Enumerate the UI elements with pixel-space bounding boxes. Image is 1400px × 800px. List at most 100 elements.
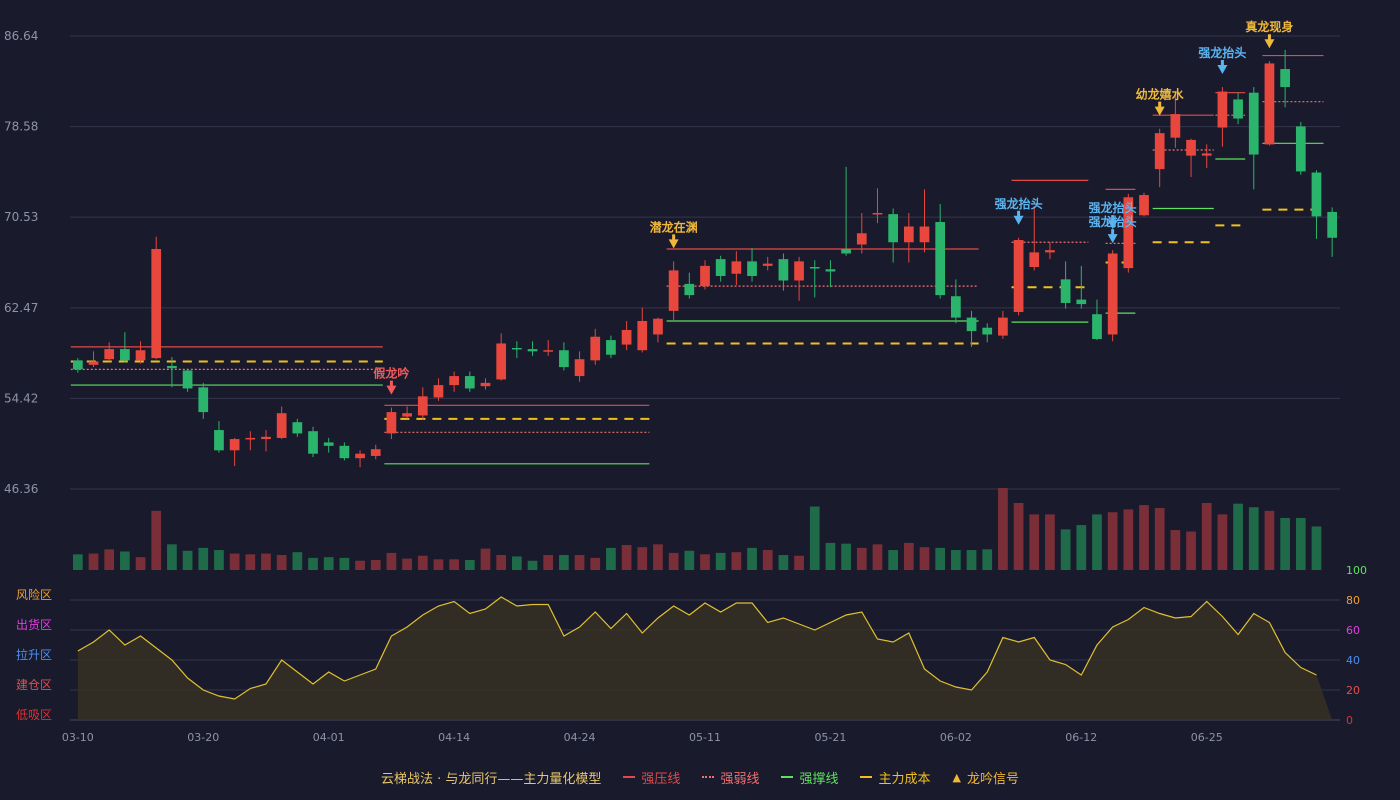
candle-body (417, 396, 428, 416)
candle-body (182, 370, 193, 389)
candle-body (449, 376, 459, 386)
candle-body (1092, 314, 1102, 339)
signal-arrow (1107, 215, 1118, 230)
candle-body (1076, 299, 1087, 305)
volume-bar (621, 545, 632, 570)
volume-bar (135, 557, 146, 570)
candle-body (229, 439, 240, 451)
legend-item-weak[interactable]: 强弱线 (702, 768, 759, 787)
y-tick-label: 46.36 (4, 482, 38, 496)
candle-body (966, 317, 977, 332)
volume-bar (762, 550, 773, 570)
candle-body (841, 249, 851, 254)
volume-bar (167, 544, 177, 570)
volume-bar (747, 547, 757, 570)
osc-tick-label: 40 (1346, 654, 1360, 667)
signal-label: 真龙现身 (1245, 19, 1293, 34)
volume-bar (1233, 503, 1243, 570)
volume-bar (982, 549, 993, 570)
legend-item-pressure[interactable]: 强压线 (623, 768, 680, 787)
volume-bar (449, 559, 459, 570)
candle-body (637, 320, 648, 351)
candle-body (715, 259, 726, 276)
volume-bar (825, 542, 836, 570)
volume-bar (1029, 514, 1040, 570)
volume-bar (1076, 525, 1087, 570)
volume-bar (998, 488, 1008, 570)
volume-bar (1280, 517, 1290, 570)
x-tick-label: 04-14 (438, 731, 470, 744)
date-axis: 03-10 03-20 04-01 04-14 04-24 05-11 05-21 06-02… (62, 731, 1223, 744)
volume-bar (370, 560, 381, 570)
candle-body (1139, 195, 1149, 216)
y-tick-label: 78.58 (4, 120, 38, 134)
volume-bar (715, 552, 726, 570)
candle-body (1264, 63, 1275, 145)
legend-support-label: 强撑线 (799, 771, 839, 787)
signal-arrow (1107, 229, 1118, 244)
x-tick-label: 06-12 (1065, 731, 1097, 744)
volume-bar (214, 550, 224, 570)
osc-tick-label: 20 (1346, 684, 1360, 697)
volume-bar (198, 547, 209, 570)
volume-bar (1264, 510, 1275, 570)
volume-bar (1311, 526, 1322, 570)
x-tick-label: 04-24 (564, 731, 596, 744)
signal-label: 幼龙嬉水 (1136, 87, 1185, 102)
volume-bar (1217, 514, 1228, 570)
volume-bar (841, 543, 851, 570)
volume-bar (323, 557, 334, 570)
volume-bars (72, 488, 1322, 570)
candle-body (104, 349, 115, 360)
candle-body (1123, 197, 1134, 269)
oscillator-area (77, 597, 1333, 720)
volume-bar (417, 555, 428, 570)
volume-bar (1045, 514, 1055, 570)
volume-bar (1123, 509, 1134, 570)
volume-bar (794, 555, 804, 570)
candle-body (464, 376, 475, 389)
signal-label: 潜龙在渊 (650, 219, 698, 234)
candle-body (903, 226, 914, 243)
volume-bar (951, 550, 961, 570)
osc-tick-label: 80 (1346, 594, 1360, 607)
candle-body (276, 413, 287, 438)
volume-bar (527, 560, 538, 570)
volume-bar (104, 549, 115, 570)
volume-bar (1201, 502, 1212, 570)
y-tick-label: 86.64 (4, 29, 38, 43)
volume-bar (1092, 514, 1102, 570)
volume-bar (856, 547, 867, 570)
candle-body (574, 359, 585, 377)
candle-body (1154, 133, 1165, 170)
y-tick-label: 54.42 (4, 391, 38, 405)
candle-body (308, 431, 318, 454)
volume-bar (433, 559, 444, 570)
volume-bar (574, 555, 585, 570)
volume-bar (292, 552, 303, 570)
volume-bar (1139, 505, 1149, 570)
candle-body (433, 385, 444, 398)
candle-body (1217, 91, 1228, 128)
volume-bar (1170, 530, 1181, 570)
support-line-icon (781, 776, 794, 778)
legend-item-cost[interactable]: 主力成本 (860, 768, 930, 787)
y-tick-label: 70.53 (4, 210, 38, 224)
volume-bar (559, 555, 569, 570)
candle-body (888, 214, 899, 243)
candle-body (778, 259, 789, 281)
x-tick-label: 03-20 (187, 731, 219, 744)
candle-body (135, 350, 146, 361)
candle-body (1045, 250, 1055, 253)
candle-body (1327, 211, 1338, 238)
signal-arrow (668, 234, 679, 249)
volume-bar (402, 558, 412, 570)
volume-bar (355, 560, 365, 570)
legend-item-support[interactable]: 强撑线 (781, 768, 838, 787)
legend-item-signal[interactable]: ▲ 龙吟信号 (952, 768, 1018, 787)
candle-body (292, 422, 303, 434)
candle-body (1201, 153, 1212, 156)
candle-body (339, 445, 350, 459)
candle-body (919, 226, 930, 243)
